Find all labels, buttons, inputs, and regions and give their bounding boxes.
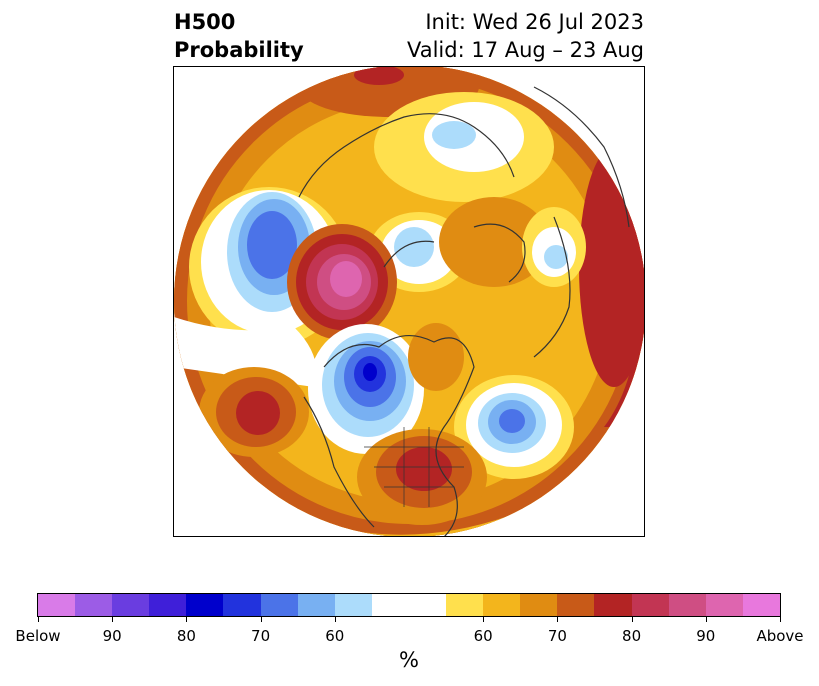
colorbar-bin (371, 594, 447, 616)
colorbar-bin (38, 594, 76, 616)
polar-map (173, 66, 645, 537)
colorbar-tick-mark (38, 617, 39, 622)
colorbar-bin (705, 594, 743, 616)
title-left: H500 Probability (174, 8, 304, 64)
colorbar-bin (75, 594, 113, 616)
colorbar-bin (483, 594, 521, 616)
title-right: Init: Wed 26 Jul 2023 Valid: 17 Aug – 23… (407, 8, 644, 64)
colorbar-tick-label: Above (756, 627, 804, 645)
colorbar-tick-mark (112, 617, 114, 622)
white-band (174, 317, 317, 387)
colorbar-tick-mark (334, 617, 336, 622)
colorbar-tick-label: 80 (176, 627, 196, 645)
colorbar-tick-mark (260, 617, 262, 622)
greenland-coast (383, 240, 435, 268)
colorbar-bin (112, 594, 150, 616)
canada-deep (363, 363, 377, 381)
title-probability: Probability (174, 38, 304, 62)
colorbar-tick-mark (631, 617, 633, 622)
colorbar-tick-mark (705, 617, 707, 622)
europe-borders (473, 223, 526, 283)
north-core (354, 67, 404, 85)
colorbar-bin (520, 594, 558, 616)
probability-map-svg (174, 67, 644, 536)
colorbar-tick-mark (780, 617, 781, 622)
arctic-blue (432, 121, 476, 149)
colorbar-bin (594, 594, 632, 616)
colorbar-tick-mark (557, 617, 559, 622)
coastlines (298, 86, 630, 536)
east-blue (544, 245, 568, 269)
colorbar-bin (149, 594, 187, 616)
west-blue (247, 211, 297, 279)
west-coast (303, 396, 375, 528)
colorbar-tick-label: 90 (102, 627, 122, 645)
colorbar-bin (334, 594, 372, 616)
colorbar-bin (446, 594, 484, 616)
colorbar-unit-label: % (399, 648, 419, 672)
colorbar-bin (742, 594, 780, 616)
colorbar-bin (223, 594, 261, 616)
title-init-date: Init: Wed 26 Jul 2023 (425, 10, 644, 34)
colorbar-bin (297, 594, 335, 616)
colorbar-tick-label: 70 (547, 627, 567, 645)
colorbar-bin (631, 594, 669, 616)
east-orange (439, 197, 549, 287)
eurasia-coast (298, 113, 515, 198)
colorbar-bin (557, 594, 595, 616)
colorbar-bin (668, 594, 706, 616)
asia-inner-borders (533, 216, 571, 358)
colorbar-bin (260, 594, 298, 616)
title-valid-range: Valid: 17 Aug – 23 Aug (406, 38, 644, 62)
colorbar-tick-label: 80 (622, 627, 642, 645)
ridge-magenta (330, 261, 362, 297)
us-red (396, 447, 452, 491)
us-state-lines (364, 427, 464, 507)
colorbar-tick-label: 60 (473, 627, 493, 645)
colorbar-tick-mark (186, 617, 188, 622)
colorbar-tick-label: 60 (325, 627, 345, 645)
central-blue (394, 227, 434, 267)
atlantic-blue (499, 409, 525, 433)
colorbar (37, 593, 781, 617)
colorbar-tick-label: Below (15, 627, 61, 645)
colorbar-bin (186, 594, 224, 616)
asia-east-coast (533, 86, 630, 228)
hudson-orange (408, 323, 464, 391)
title-variable: H500 (174, 10, 236, 34)
colorbar-tick-label: 70 (251, 627, 271, 645)
colorbar-tick-label: 90 (696, 627, 716, 645)
sw-red (236, 391, 280, 435)
probability-field (174, 67, 644, 536)
colorbar-tick-mark (483, 617, 485, 622)
